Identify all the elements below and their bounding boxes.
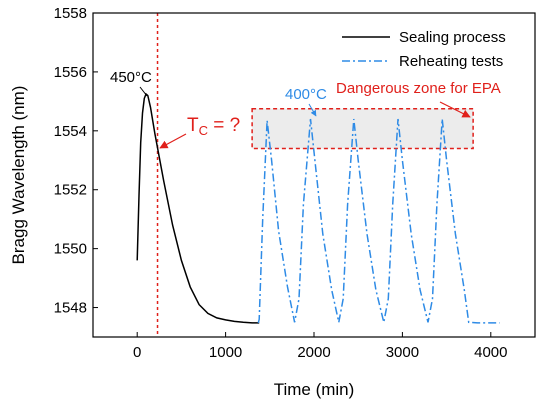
tc-label-main: T (187, 115, 199, 136)
y-tick-label: 1550 (54, 241, 87, 258)
reheat-temperature-label: 400°C (285, 86, 327, 103)
x-tick-label: 4000 (474, 344, 507, 361)
tc-label-rest: = ? (208, 115, 240, 136)
y-tick-label: 1548 (54, 300, 87, 317)
series-line-sealing-process (136, 92, 260, 324)
y-tick-label: 1554 (54, 123, 87, 140)
tc-label: TC = ? (187, 115, 240, 138)
x-axis-ticks: 0 1000 2000 3000 4000 (133, 332, 507, 361)
peak-temperature-tick (139, 86, 148, 97)
tc-arrow (159, 133, 187, 149)
dangerous-zone-label: Dangerous zone for EPA (336, 80, 501, 97)
series-line-reheating-tests (257, 118, 500, 324)
y-axis-ticks: 1548 1550 1552 1554 1556 1558 (54, 5, 98, 317)
x-tick-label: 1000 (209, 344, 242, 361)
dangerous-zone-box (251, 107, 474, 150)
x-axis-label: Time (min) (274, 380, 355, 399)
legend-label-reheating-tests: Reheating tests (399, 53, 503, 70)
zone-arrow (439, 101, 471, 118)
y-tick-label: 1552 (54, 182, 87, 199)
y-tick-label: 1558 (54, 5, 87, 22)
x-tick-label: 0 (133, 344, 141, 361)
x-tick-label: 2000 (297, 344, 330, 361)
x-tick-label: 3000 (386, 344, 419, 361)
reheat-temperature-arrow (308, 103, 317, 117)
tc-label-subscript: C (199, 123, 208, 138)
legend-label-sealing-process: Sealing process (399, 29, 506, 46)
y-tick-label: 1556 (54, 64, 87, 81)
peak-temperature-label: 450°C (110, 69, 152, 86)
legend: Sealing process Reheating tests (342, 29, 506, 70)
y-axis-label: Bragg Wavelength (nm) (9, 86, 28, 265)
